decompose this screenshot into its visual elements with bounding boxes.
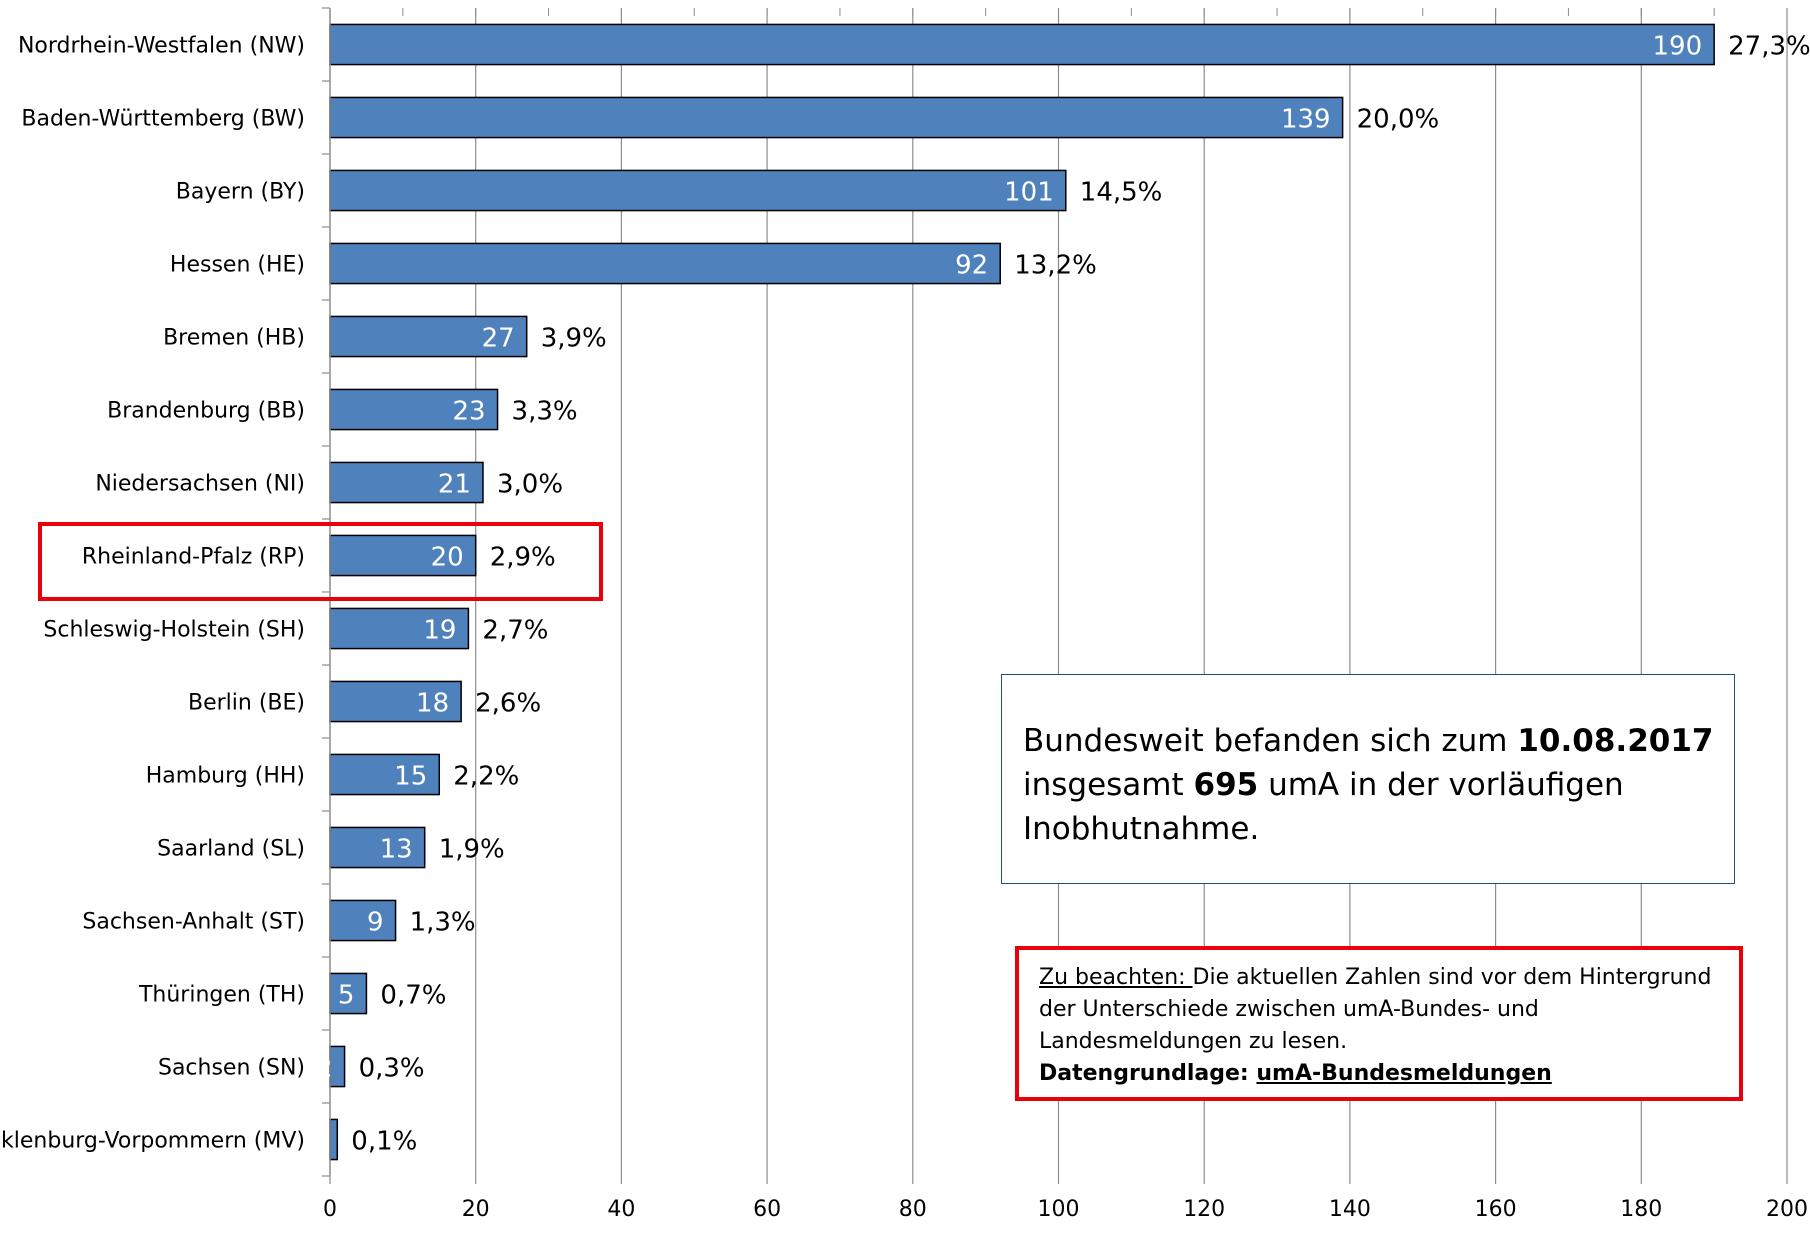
- category-label: Brandenburg (BB): [107, 399, 305, 424]
- percent-label: 14,5%: [1080, 178, 1163, 208]
- x-tick-label: 160: [1475, 1197, 1517, 1222]
- bar: [329, 972, 368, 1015]
- bar: [329, 242, 1001, 285]
- chart-labels: 0 20 40 60 80 100 120 140 160 180 200Nordrhein-Wes…: [0, 32, 1810, 1223]
- category-label: Sachsen (SN): [158, 1056, 305, 1081]
- chart-bars: [329, 23, 1715, 1161]
- note-text: Die aktuellen Zahlen sind vor dem Hinter…: [1039, 965, 1712, 1054]
- bar: [329, 23, 1715, 66]
- category-label: Mecklenburg-Vorpommern (MV): [0, 1129, 305, 1154]
- category-label: Bremen (HB): [163, 326, 305, 351]
- percent-label: 3,0%: [497, 470, 563, 500]
- bar: [329, 1118, 339, 1161]
- category-label: Bayern (BY): [176, 180, 305, 205]
- percent-label: 20,0%: [1357, 105, 1440, 135]
- category-label: Schleswig-Holstein (SH): [43, 618, 305, 643]
- category-label: Niedersachsen (NI): [95, 472, 305, 497]
- value-label: 13: [380, 835, 413, 865]
- value-label: 2: [316, 1054, 333, 1084]
- percent-label: 0,7%: [380, 981, 446, 1011]
- percent-label: 2,2%: [453, 762, 519, 792]
- value-label: 92: [955, 251, 988, 281]
- category-label: Berlin (BE): [188, 691, 305, 716]
- info-box: Bundesweit befanden sich zum 10.08.2017 …: [1001, 674, 1735, 884]
- percent-label: 2,6%: [475, 689, 541, 719]
- value-label: 1: [309, 1127, 326, 1157]
- value-label: 18: [416, 689, 449, 719]
- bar: [329, 461, 484, 504]
- value-label: 9: [367, 908, 384, 938]
- value-label: 5: [338, 981, 355, 1011]
- bar: [329, 607, 470, 650]
- category-label: Hamburg (HH): [146, 764, 305, 789]
- x-tick-label: 0: [323, 1197, 337, 1222]
- category-label: Sachsen-Anhalt (ST): [82, 910, 305, 935]
- note-heading: Zu beachten:: [1039, 965, 1193, 990]
- highlight-box: [38, 522, 603, 601]
- category-label: Saarland (SL): [157, 837, 305, 862]
- percent-label: 3,9%: [541, 324, 607, 354]
- category-label: Hessen (HE): [170, 253, 305, 278]
- value-label: 15: [394, 762, 427, 792]
- info-text-3: umA in der vorläufigen Inobhutnahme.: [1023, 767, 1624, 847]
- info-total: 695: [1193, 767, 1259, 803]
- value-label: 19: [423, 616, 456, 646]
- x-tick-label: 100: [1038, 1197, 1080, 1222]
- percent-label: 2,7%: [482, 616, 548, 646]
- percent-label: 0,3%: [359, 1054, 425, 1084]
- percent-label: 1,9%: [439, 835, 505, 865]
- percent-label: 1,3%: [410, 908, 476, 938]
- percent-label: 0,1%: [351, 1127, 417, 1157]
- value-label: 139: [1281, 105, 1331, 135]
- x-tick-label: 120: [1183, 1197, 1225, 1222]
- percent-label: 3,3%: [512, 397, 578, 427]
- x-tick-label: 200: [1766, 1197, 1808, 1222]
- category-label: Nordrhein-Westfalen (NW): [18, 34, 305, 59]
- info-date: 10.08.2017: [1517, 723, 1714, 759]
- category-label: Rheinland-Pfalz (RP): [82, 545, 305, 570]
- info-text-1: Bundesweit befanden sich zum: [1023, 723, 1518, 759]
- x-tick-label: 180: [1620, 1197, 1662, 1222]
- bar: [329, 534, 477, 577]
- bar: [329, 826, 426, 869]
- bar: [329, 753, 441, 796]
- info-text-2: insgesamt: [1023, 767, 1194, 803]
- value-label: 21: [438, 470, 471, 500]
- bar: [329, 96, 1344, 139]
- x-tick-label: 80: [899, 1197, 927, 1222]
- note-basis-label: Datengrundlage:: [1039, 1061, 1257, 1086]
- category-label: Thüringen (TH): [138, 983, 305, 1008]
- percent-label: 2,9%: [490, 543, 556, 573]
- percent-label: 13,2%: [1014, 251, 1097, 281]
- note-basis-value: umA-Bundesmeldungen: [1256, 1061, 1552, 1086]
- x-tick-label: 40: [607, 1197, 635, 1222]
- note-box: Zu beachten: Die aktuellen Zahlen sind v…: [1015, 946, 1743, 1101]
- x-tick-label: 140: [1329, 1197, 1371, 1222]
- value-label: 190: [1653, 32, 1703, 62]
- value-label: 23: [452, 397, 485, 427]
- value-label: 20: [431, 543, 464, 573]
- x-tick-label: 20: [462, 1197, 490, 1222]
- value-label: 101: [1004, 178, 1054, 208]
- bar: [329, 169, 1067, 212]
- chart-axes: [322, 7, 1788, 1184]
- percent-label: 27,3%: [1728, 32, 1810, 62]
- category-label: Baden-Württemberg (BW): [21, 107, 305, 132]
- x-tick-label: 60: [753, 1197, 781, 1222]
- value-label: 27: [482, 324, 515, 354]
- bar: [329, 899, 397, 942]
